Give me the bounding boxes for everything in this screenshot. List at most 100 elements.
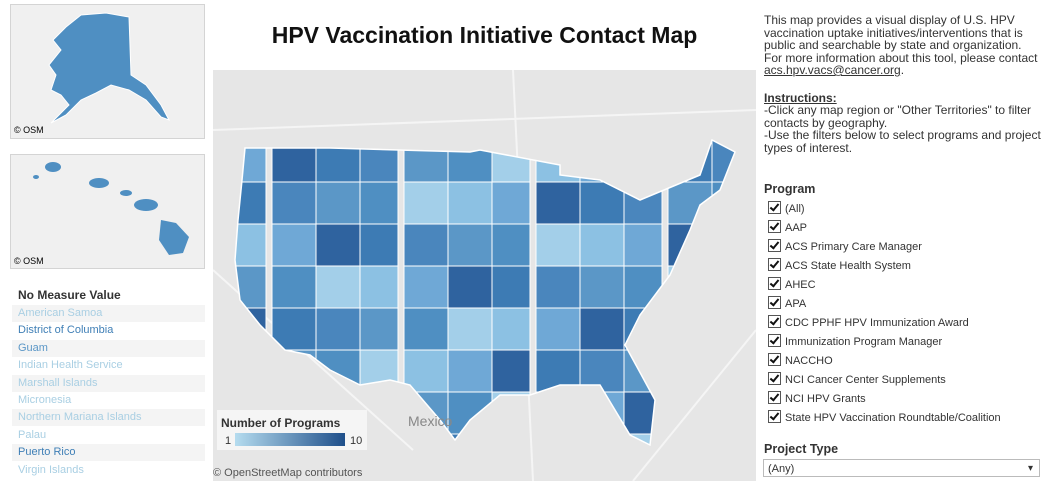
state[interactable] — [447, 349, 499, 393]
option-label: ACS State Health System — [785, 260, 911, 272]
state[interactable] — [315, 223, 367, 267]
state[interactable] — [403, 265, 449, 309]
territories-header: No Measure Value — [18, 288, 121, 302]
state[interactable] — [359, 265, 399, 309]
state[interactable] — [447, 265, 499, 309]
alaska[interactable] — [48, 12, 171, 124]
option-label: NCI HPV Grants — [785, 393, 866, 405]
checkbox[interactable] — [768, 258, 781, 271]
state[interactable] — [623, 223, 663, 267]
state[interactable] — [315, 181, 367, 225]
program-option[interactable]: State HPV Vaccination Roundtable/Coaliti… — [768, 410, 1001, 426]
state[interactable] — [359, 307, 399, 351]
hawaii-inset[interactable]: © OSM — [10, 154, 205, 269]
option-label: APA — [785, 298, 807, 310]
territory-item[interactable]: Guam — [12, 339, 205, 357]
program-option[interactable]: (All) — [768, 201, 805, 217]
program-option[interactable]: ACS Primary Care Manager — [768, 239, 922, 255]
hawaii-island[interactable] — [159, 220, 189, 255]
state[interactable] — [535, 307, 581, 351]
hawaii-island[interactable] — [89, 178, 109, 188]
email-link[interactable]: acs.hpv.vacs@cancer.org — [764, 63, 901, 77]
program-label: Program — [764, 182, 816, 196]
state[interactable] — [359, 223, 399, 267]
state[interactable] — [271, 307, 317, 351]
instructions-heading: Instructions: — [764, 90, 837, 105]
instruction-line: -Use the filters below to select program… — [764, 128, 1041, 155]
state[interactable] — [579, 307, 631, 351]
option-label: Immunization Program Manager — [785, 336, 943, 348]
program-option[interactable]: Immunization Program Manager — [768, 334, 942, 350]
territory-item[interactable]: Palau — [12, 426, 205, 444]
state[interactable] — [271, 265, 317, 309]
checkbox[interactable] — [768, 334, 781, 347]
legend-title: Number of Programs — [221, 416, 341, 430]
option-label: CDC PPHF HPV Immunization Award — [785, 317, 969, 329]
program-option[interactable]: NCI Cancer Center Supplements — [768, 372, 946, 388]
checkbox[interactable] — [768, 372, 781, 385]
legend-min: 1 — [225, 435, 231, 447]
state[interactable] — [491, 181, 531, 225]
state[interactable] — [403, 307, 449, 351]
checkbox[interactable] — [768, 410, 781, 423]
program-option[interactable]: CDC PPHF HPV Immunization Award — [768, 315, 969, 331]
state[interactable] — [403, 223, 449, 267]
territory-item[interactable]: Marshall Islands — [12, 374, 205, 392]
territory-item[interactable]: American Samoa — [12, 305, 205, 322]
alaska-inset[interactable]: © OSM — [10, 4, 205, 139]
territory-item[interactable]: Indian Health Service — [12, 357, 205, 375]
state[interactable] — [271, 181, 317, 225]
state[interactable] — [447, 181, 499, 225]
state[interactable] — [579, 265, 631, 309]
checkbox[interactable] — [768, 201, 781, 214]
legend-max: 10 — [350, 435, 362, 447]
program-option[interactable]: AAP — [768, 220, 807, 236]
hawaii-island[interactable] — [120, 190, 132, 196]
state[interactable] — [315, 265, 367, 309]
state[interactable] — [271, 223, 317, 267]
state[interactable] — [535, 223, 581, 267]
state[interactable] — [535, 181, 581, 225]
us-map[interactable]: Mexico Number of Programs 1 10 © OpenStr… — [213, 70, 756, 481]
hawaii-island[interactable] — [33, 175, 39, 179]
state[interactable] — [491, 223, 531, 267]
program-option[interactable]: AHEC — [768, 277, 816, 293]
hawaii-island[interactable] — [45, 162, 61, 172]
background-road — [213, 70, 756, 481]
state[interactable] — [447, 223, 499, 267]
state[interactable] — [447, 307, 499, 351]
state[interactable] — [579, 223, 631, 267]
program-option[interactable]: NCI HPV Grants — [768, 391, 866, 407]
inset-credit: © OSM — [14, 256, 44, 266]
checkbox[interactable] — [768, 391, 781, 404]
state[interactable] — [491, 265, 531, 309]
program-option[interactable]: NACCHO — [768, 353, 833, 369]
checkbox[interactable] — [768, 315, 781, 328]
option-label: AAP — [785, 222, 808, 234]
checkbox[interactable] — [768, 277, 781, 290]
state[interactable] — [359, 181, 399, 225]
state[interactable] — [491, 349, 531, 393]
program-option[interactable]: ACS State Health System — [768, 258, 911, 274]
territory-item[interactable]: Northern Mariana Islands — [12, 409, 205, 427]
state[interactable] — [535, 265, 581, 309]
state[interactable] — [315, 307, 367, 351]
territory-item[interactable]: Micronesia — [12, 392, 205, 409]
option-label: NCI Cancer Center Supplements — [785, 374, 946, 386]
project-type-dropdown[interactable]: (Any) — [763, 459, 1040, 478]
territory-item[interactable]: District of Columbia — [12, 322, 205, 340]
state[interactable] — [623, 433, 663, 476]
territory-item[interactable]: Puerto Rico — [12, 444, 205, 462]
state[interactable] — [403, 181, 449, 225]
place-label: Mexico — [408, 413, 453, 429]
state[interactable] — [491, 307, 531, 351]
checkbox[interactable] — [768, 296, 781, 309]
checkbox[interactable] — [768, 220, 781, 233]
territory-item[interactable]: Virgin Islands — [12, 461, 205, 479]
hawaii-island[interactable] — [134, 199, 158, 211]
checkbox[interactable] — [768, 239, 781, 252]
state[interactable] — [228, 223, 267, 267]
checkbox[interactable] — [768, 353, 781, 366]
program-option[interactable]: APA — [768, 296, 806, 312]
attribution: © OpenStreetMap contributors — [213, 467, 363, 479]
